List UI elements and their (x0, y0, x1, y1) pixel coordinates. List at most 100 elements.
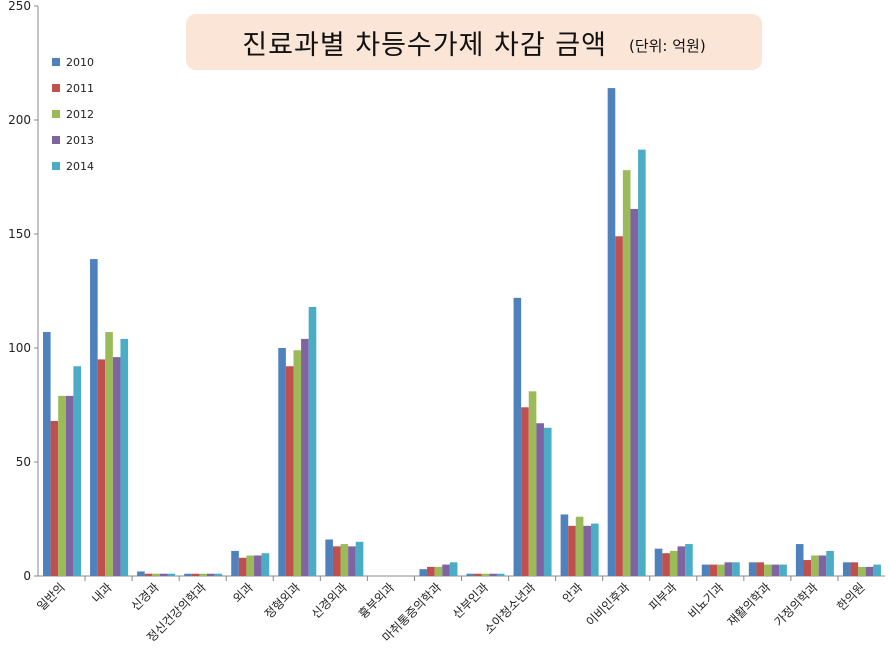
bar-2013-이비인후과 (630, 208, 639, 577)
bar-2014-신경외과 (355, 541, 364, 576)
legend-swatch (52, 136, 60, 144)
bar-2012-내과 (105, 332, 113, 576)
bar-2012-일반의 (58, 395, 66, 576)
bar-2013-일반의 (65, 395, 74, 576)
bar-2013-정신건강의학과 (206, 573, 215, 576)
bar-2011-한의원 (850, 562, 859, 576)
category-label: 일반의 (34, 580, 67, 613)
legend-swatch (52, 162, 60, 170)
bar-2011-산부인과 (474, 573, 482, 576)
bar-2012-정형외과 (293, 350, 302, 576)
bar-2010-소아청소년과 (513, 297, 522, 576)
bar-2011-내과 (97, 359, 106, 576)
chart-title: 진료과별 차등수가제 차감 금액 (242, 29, 607, 61)
bar-2010-한의원 (842, 562, 851, 576)
bar-2011-재활의학과 (756, 562, 765, 576)
legend-label: 2010 (66, 56, 94, 69)
bar-2014-신경과 (167, 573, 176, 576)
bar-2010-일반의 (43, 332, 51, 576)
bar-2013-외과 (254, 555, 262, 576)
bar-2010-비뇨기과 (701, 564, 710, 576)
y-tick-label: 100 (8, 341, 31, 355)
y-tick-label: 0 (23, 569, 31, 583)
legend-swatch (52, 58, 60, 66)
bar-2011-이비인후과 (615, 236, 623, 576)
legend-label: 2012 (66, 108, 94, 121)
bar-2011-신경외과 (332, 546, 341, 576)
legend-label: 2011 (66, 82, 94, 95)
bar-2010-재활의학과 (748, 562, 757, 576)
category-label: 비뇨기과 (685, 580, 726, 621)
bar-2013-비뇨기과 (724, 562, 733, 576)
bar-2014-재활의학과 (779, 564, 787, 576)
bar-2014-일반의 (73, 366, 81, 576)
bar-2010-신경과 (137, 571, 145, 576)
category-label: 외과 (230, 580, 256, 606)
bar-2013-한의원 (865, 566, 874, 576)
bar-2012-재활의학과 (764, 564, 772, 576)
bar-2014-안과 (591, 523, 599, 576)
chart-subtitle: (단위: 억원) (628, 36, 706, 55)
bar-2012-한의원 (858, 566, 866, 576)
bar-2014-외과 (261, 553, 270, 576)
bar-2013-소아청소년과 (536, 423, 544, 576)
category-label: 흉부외과 (356, 580, 397, 621)
bar-2012-산부인과 (481, 573, 490, 576)
bar-2013-산부인과 (489, 573, 497, 576)
y-tick-label: 250 (8, 0, 31, 13)
bar-2014-가정의학과 (826, 550, 834, 576)
category-label: 재활의학과 (725, 580, 774, 629)
bar-2012-외과 (246, 555, 255, 576)
bar-2012-정신건강의학과 (199, 573, 207, 576)
y-tick-label: 150 (8, 227, 31, 241)
category-label: 안과 (560, 580, 586, 606)
bar-2012-가정의학과 (811, 555, 819, 576)
bar-2013-피부과 (677, 546, 686, 576)
bar-2012-피부과 (669, 550, 678, 576)
bar-2011-소아청소년과 (521, 407, 529, 576)
bar-2010-마취통증의학과 (419, 569, 428, 576)
bar-2014-정형외과 (308, 306, 317, 576)
bar-2012-이비인후과 (622, 170, 631, 576)
bar-2014-비뇨기과 (732, 562, 740, 576)
bar-2012-비뇨기과 (716, 564, 725, 576)
category-label: 이비인후과 (583, 580, 632, 629)
bar-2014-이비인후과 (638, 149, 646, 576)
bar-2011-일반의 (50, 420, 59, 576)
bar-2011-마취통증의학과 (427, 566, 435, 576)
bar-2011-신경과 (144, 573, 153, 576)
bar-2013-재활의학과 (771, 564, 780, 576)
legend-label: 2014 (66, 160, 94, 173)
category-label: 내과 (89, 580, 115, 606)
bar-2010-외과 (231, 550, 239, 576)
bar-2011-정형외과 (285, 366, 294, 576)
category-label: 피부과 (646, 580, 679, 613)
bar-2012-신경외과 (340, 544, 349, 576)
bar-2010-가정의학과 (795, 544, 804, 576)
legend-swatch (52, 84, 60, 92)
legend-label: 2013 (66, 134, 94, 147)
category-label: 산부인과 (450, 580, 491, 621)
bar-2010-산부인과 (466, 573, 475, 576)
bar-2013-안과 (583, 525, 592, 576)
chart-title-box: 진료과별 차등수가제 차감 금액 (단위: 억원) (186, 14, 762, 70)
bar-2011-외과 (238, 557, 247, 576)
bar-2013-가정의학과 (818, 555, 827, 576)
bar-2014-내과 (120, 338, 129, 576)
bar-2013-신경과 (159, 573, 168, 576)
bar-2013-마취통증의학과 (442, 564, 450, 576)
bar-2012-안과 (575, 516, 584, 576)
bar-2014-피부과 (685, 544, 693, 576)
bar-2011-비뇨기과 (709, 564, 717, 576)
bar-2011-정신건강의학과 (191, 573, 200, 576)
bar-2013-내과 (112, 357, 121, 576)
legend-swatch (52, 110, 60, 118)
category-label: 가정의학과 (772, 580, 821, 629)
bar-2010-안과 (560, 514, 569, 576)
bar-2010-내과 (90, 259, 98, 576)
y-tick-label: 200 (8, 113, 31, 127)
bar-2014-정신건강의학과 (214, 573, 223, 576)
category-label: 정형외과 (262, 580, 303, 621)
bar-2011-안과 (568, 525, 576, 576)
bar-2014-산부인과 (496, 573, 505, 576)
